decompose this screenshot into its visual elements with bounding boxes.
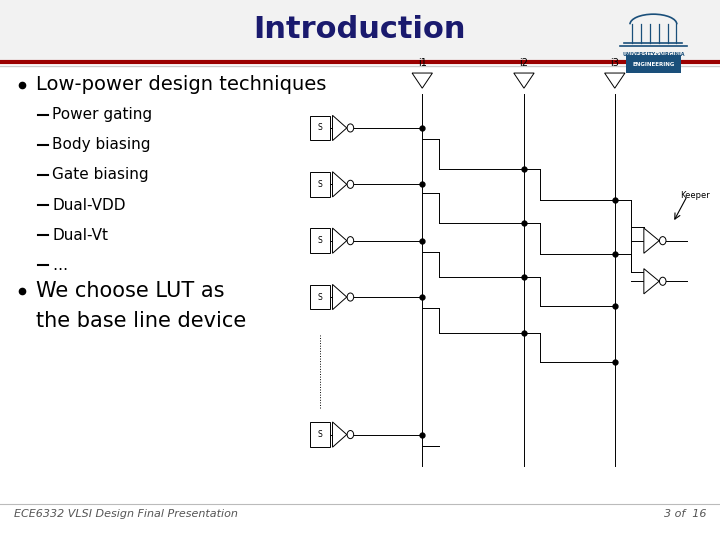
Text: ENGINEERING: ENGINEERING bbox=[632, 62, 675, 66]
Bar bbox=[310, 422, 330, 447]
Text: the base line device: the base line device bbox=[36, 311, 246, 331]
Polygon shape bbox=[333, 172, 347, 197]
Polygon shape bbox=[412, 73, 433, 88]
Polygon shape bbox=[333, 422, 347, 447]
Text: Keeper: Keeper bbox=[680, 191, 710, 200]
Text: Low-power design techniques: Low-power design techniques bbox=[36, 76, 326, 94]
Polygon shape bbox=[644, 268, 659, 294]
Polygon shape bbox=[333, 285, 347, 309]
Text: Dual-VDD: Dual-VDD bbox=[52, 198, 125, 213]
Text: S: S bbox=[318, 293, 322, 301]
Text: Gate biasing: Gate biasing bbox=[52, 167, 148, 183]
Bar bbox=[310, 285, 330, 309]
Text: S: S bbox=[318, 124, 322, 132]
Text: UNIVERSITY×VIRGINIA: UNIVERSITY×VIRGINIA bbox=[622, 52, 685, 57]
Bar bbox=[310, 116, 330, 140]
Text: i1: i1 bbox=[418, 58, 427, 68]
Text: Introduction: Introduction bbox=[253, 16, 467, 44]
Bar bbox=[0, 0, 720, 62]
Polygon shape bbox=[333, 228, 347, 253]
Text: Power gating: Power gating bbox=[52, 107, 152, 123]
Text: i3: i3 bbox=[611, 58, 619, 68]
Text: We choose LUT as: We choose LUT as bbox=[36, 281, 225, 301]
Text: …: … bbox=[52, 258, 67, 273]
Text: Body biasing: Body biasing bbox=[52, 138, 150, 152]
Polygon shape bbox=[514, 73, 534, 88]
Text: S: S bbox=[318, 430, 322, 439]
Polygon shape bbox=[644, 228, 659, 253]
Text: 3 of  16: 3 of 16 bbox=[664, 509, 706, 519]
Bar bbox=[310, 172, 330, 197]
Polygon shape bbox=[333, 116, 347, 140]
Text: i2: i2 bbox=[519, 58, 528, 68]
Text: S: S bbox=[318, 236, 322, 245]
Text: Dual-Vt: Dual-Vt bbox=[52, 227, 108, 242]
Bar bbox=[310, 228, 330, 253]
Text: S: S bbox=[318, 180, 322, 189]
Polygon shape bbox=[605, 73, 625, 88]
Text: ECE6332 VLSI Design Final Presentation: ECE6332 VLSI Design Final Presentation bbox=[14, 509, 238, 519]
